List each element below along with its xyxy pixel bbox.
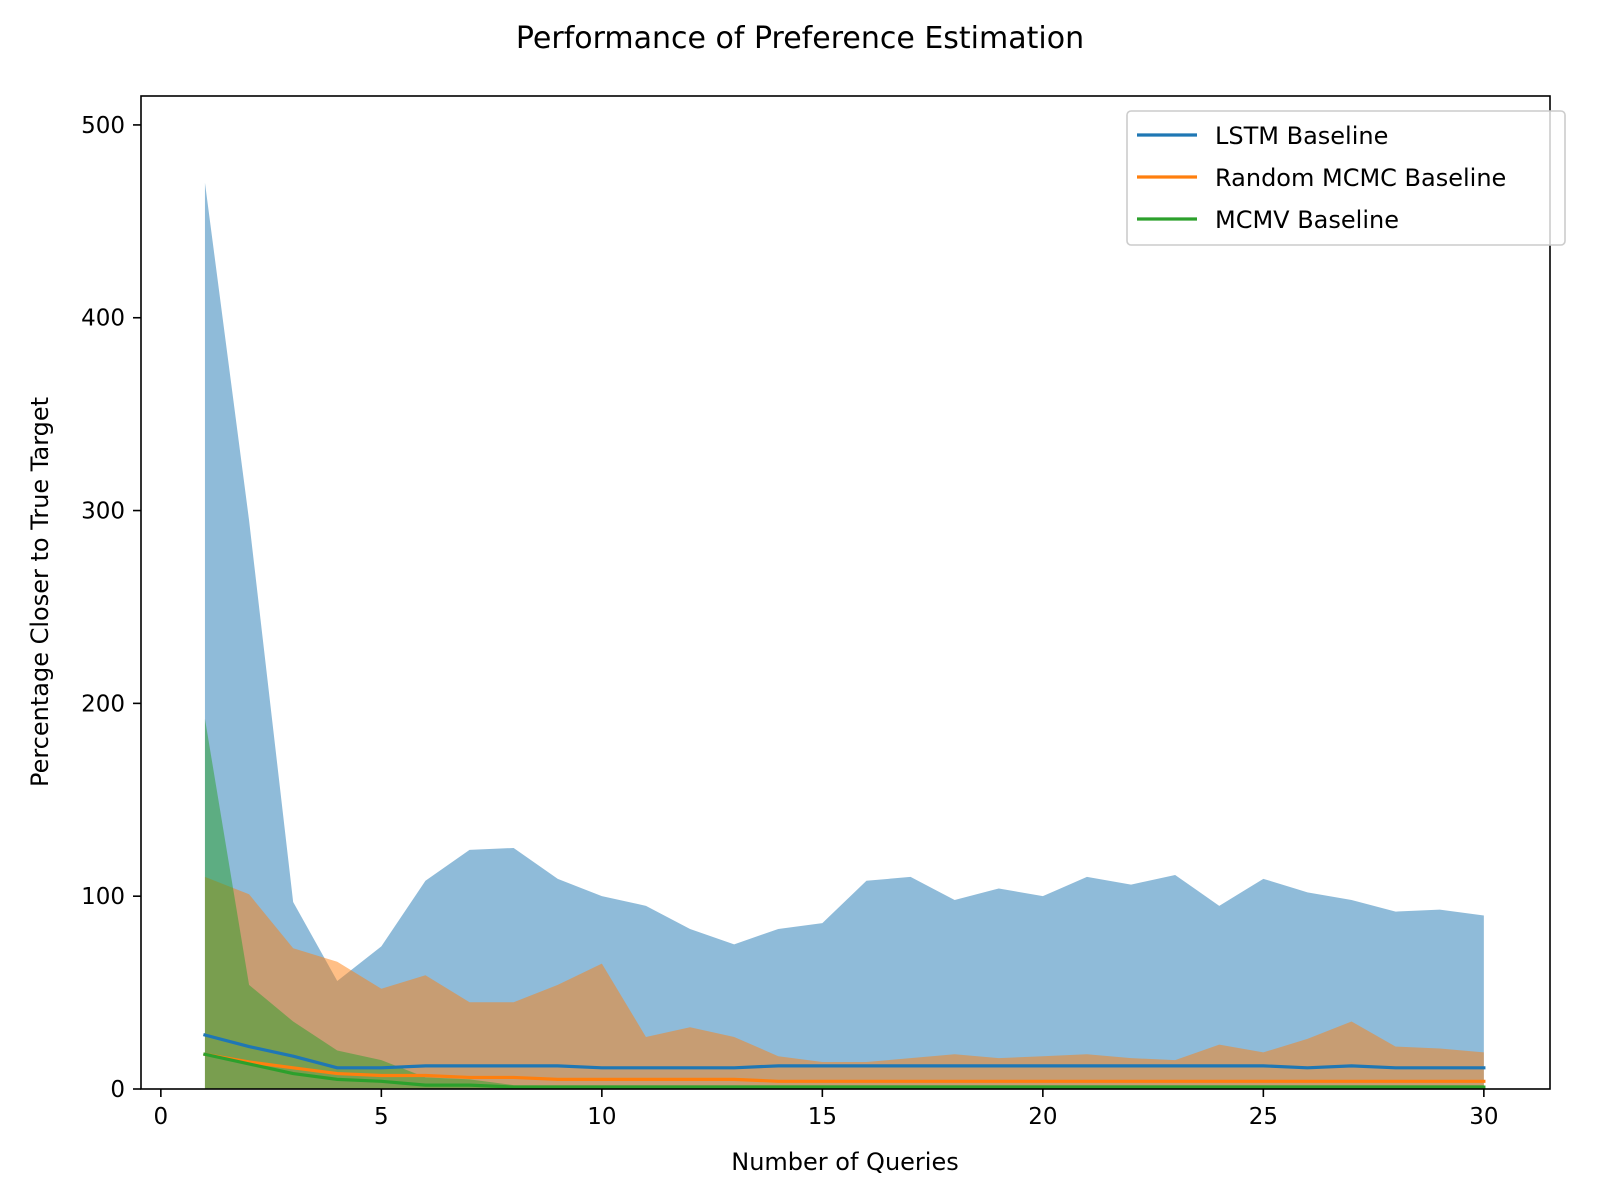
random-mcmc-baseline-line xyxy=(203,1052,1486,1083)
lstm-baseline-band xyxy=(204,182,1484,1089)
y-tick-label: 200 xyxy=(81,691,125,717)
confidence-bands xyxy=(204,182,1484,1089)
mcmv-baseline-legend-label: MCMV Baseline xyxy=(1215,206,1399,234)
plot-frame xyxy=(140,95,1551,1090)
random-mcmc-baseline-legend-label: Random MCMC Baseline xyxy=(1215,164,1506,192)
random-mcmc-baseline-band xyxy=(204,876,1484,1089)
legend-box xyxy=(1126,110,1566,246)
y-tick-label: 500 xyxy=(81,113,125,139)
x-tick-label: 25 xyxy=(1249,1104,1278,1130)
x-tick-label: 0 xyxy=(154,1104,169,1130)
x-axis: 0 5 10 15 20 25 30 xyxy=(154,1089,1498,1130)
y-tick-label: 100 xyxy=(81,884,125,910)
y-tick-label: 300 xyxy=(81,499,125,525)
chart-title: Performance of Preference Estimation xyxy=(516,21,1084,56)
x-tick-label: 30 xyxy=(1469,1104,1498,1130)
legend: LSTM Baseline Random MCMC Baseline MCMV Ba… xyxy=(1126,110,1566,246)
x-tick-label: 10 xyxy=(587,1104,616,1130)
lstm-baseline-legend-label: LSTM Baseline xyxy=(1215,122,1388,150)
y-axis: 0 100 200 300 400 500 xyxy=(81,113,141,1103)
lstm-baseline-line xyxy=(202,1033,1486,1070)
x-tick-label: 5 xyxy=(374,1104,389,1130)
mcmv-baseline-band xyxy=(204,718,1484,1089)
x-axis-label: Number of Queries xyxy=(731,1148,958,1176)
x-tick-label: 15 xyxy=(808,1104,837,1130)
mcmv-baseline-line xyxy=(203,1052,1486,1089)
y-tick-label: 400 xyxy=(81,306,125,332)
mean-lines xyxy=(202,1033,1486,1089)
y-axis-label: Percentage Closer to True Target xyxy=(26,397,54,787)
x-tick-label: 20 xyxy=(1028,1104,1057,1130)
y-tick-label: 0 xyxy=(110,1077,125,1103)
